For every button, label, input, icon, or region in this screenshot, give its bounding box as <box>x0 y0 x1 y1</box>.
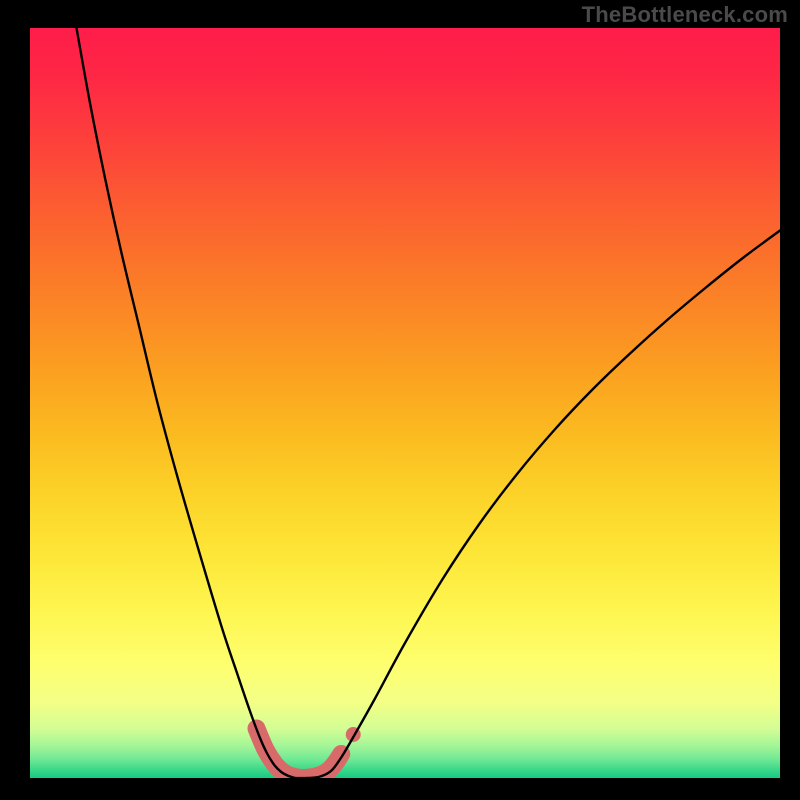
chart-svg <box>0 0 800 800</box>
chart-stage: TheBottleneck.com <box>0 0 800 800</box>
plot-background <box>30 28 780 778</box>
watermark-text: TheBottleneck.com <box>582 2 788 28</box>
